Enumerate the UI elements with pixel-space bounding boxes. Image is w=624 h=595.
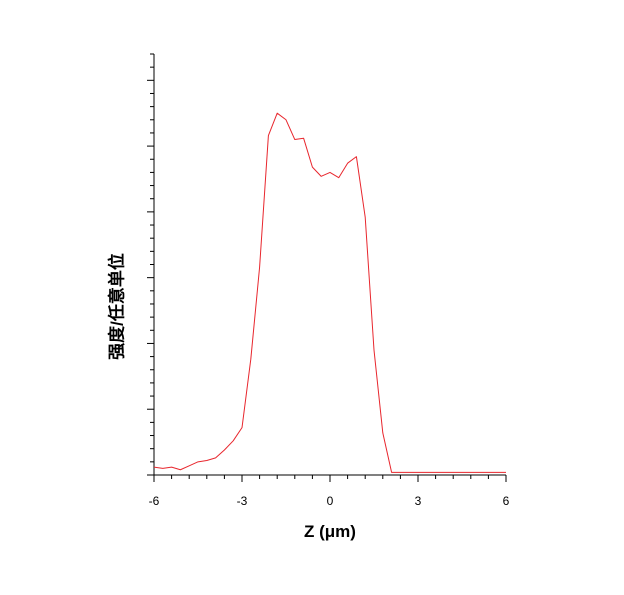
- y-ticks: [147, 53, 154, 476]
- y-axis: [147, 53, 155, 476]
- y-axis-title: 强度/任意单位: [106, 253, 126, 360]
- x-axis: -6 -3 0 3 6: [149, 474, 510, 508]
- x-tick-label: 0: [327, 494, 334, 508]
- x-tick-label: 6: [503, 494, 510, 508]
- x-tick-label: 3: [415, 494, 422, 508]
- x-tick-labels: -6 -3 0 3 6: [149, 494, 510, 508]
- x-tick-label: -6: [149, 494, 160, 508]
- x-tick-label: -3: [237, 494, 248, 508]
- series-line: [153, 112, 506, 473]
- x-ticks: [153, 475, 507, 482]
- series-group: [153, 112, 506, 473]
- x-axis-title: Z (μm): [304, 522, 356, 541]
